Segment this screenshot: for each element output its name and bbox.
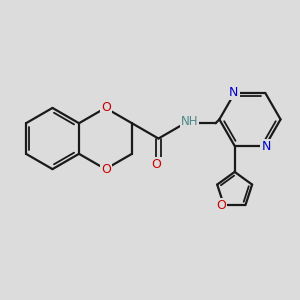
Text: NH: NH bbox=[181, 115, 198, 128]
Text: O: O bbox=[101, 101, 111, 114]
Text: N: N bbox=[261, 140, 271, 153]
Text: O: O bbox=[216, 200, 226, 212]
Text: O: O bbox=[101, 164, 111, 176]
Text: O: O bbox=[152, 158, 161, 171]
Text: N: N bbox=[229, 86, 239, 99]
